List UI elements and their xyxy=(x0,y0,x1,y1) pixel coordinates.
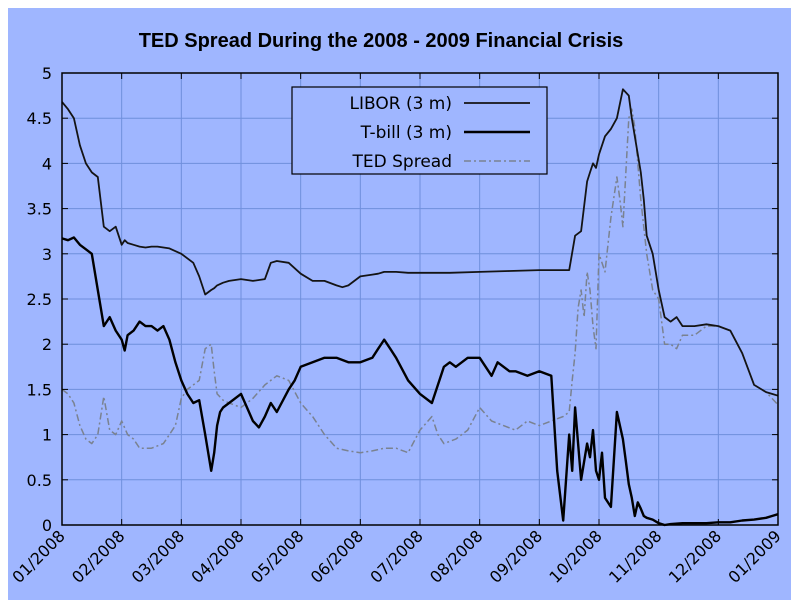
series-line-libor-3-m xyxy=(61,88,779,397)
legend-label: LIBOR (3 m) xyxy=(350,94,453,114)
legend-box xyxy=(291,86,548,175)
y-tick-label: 1.5 xyxy=(27,380,52,399)
y-tick-label: 5 xyxy=(42,64,52,83)
y-tick-label: 0.5 xyxy=(27,471,52,490)
y-tick-label: 2 xyxy=(42,335,52,354)
chart-title: TED Spread During the 2008 - 2009 Financ… xyxy=(139,30,624,52)
legend-label: TED Spread xyxy=(352,152,453,172)
y-tick-label: 3 xyxy=(42,245,52,264)
y-tick-label: 4 xyxy=(42,154,52,173)
series-line-t-bill-3-m xyxy=(61,236,779,527)
legend: LIBOR (3 m) T-bill (3 m) TED Spread xyxy=(291,86,548,175)
legend-label: T-bill (3 m) xyxy=(360,123,452,143)
y-tick-label: 0 xyxy=(42,516,52,535)
y-tick-label: 4.5 xyxy=(27,109,52,128)
series-layer xyxy=(61,88,779,527)
series-line-ted-spread xyxy=(61,108,779,454)
y-tick-label: 1 xyxy=(42,426,52,445)
y-tick-label: 2.5 xyxy=(27,290,52,309)
y-tick-label: 3.5 xyxy=(27,200,52,219)
